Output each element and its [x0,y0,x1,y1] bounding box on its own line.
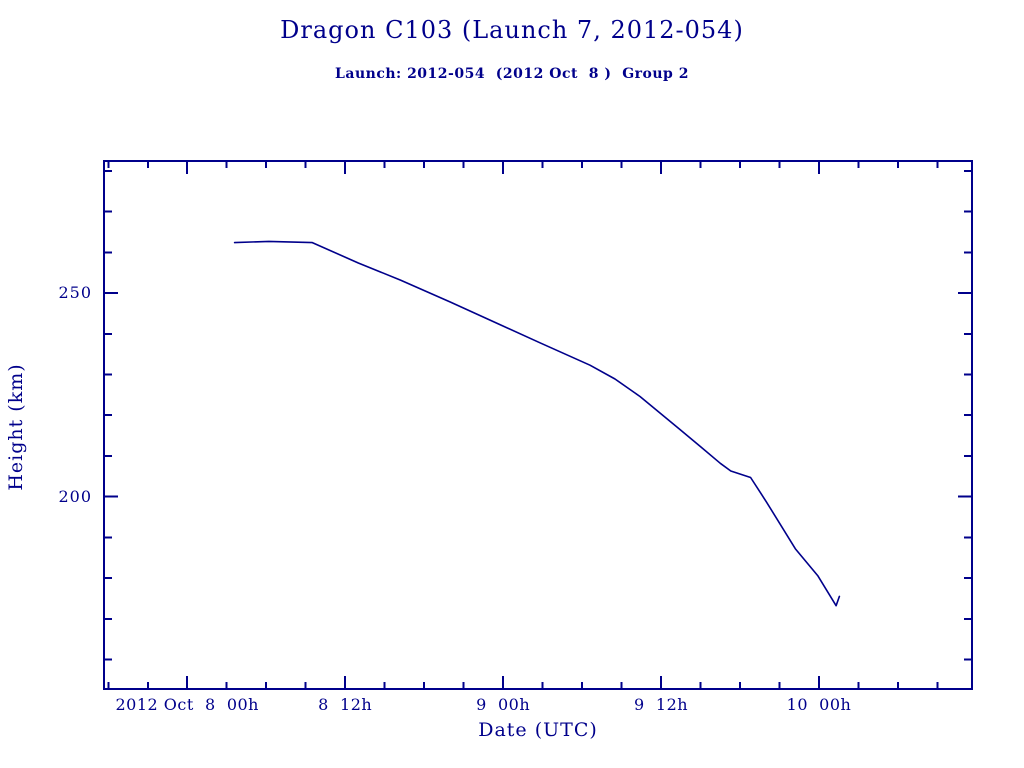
chart-subtitle: Launch: 2012-054 (2012 Oct 8 ) Group 2 [335,66,689,82]
y-tick-label: 250 [58,283,92,303]
y-axis-title: Height (km) [5,363,27,491]
x-tick-label: 9 12h [634,695,689,714]
height-decay-line [233,240,841,607]
plot-frame [103,160,973,690]
chart-title: Dragon C103 (Launch 7, 2012-054) [280,16,744,44]
plot-area [103,160,973,690]
x-tick-label: 10 00h [786,695,852,714]
y-tick-label: 200 [58,486,92,506]
x-axis-title: Date (UTC) [478,719,598,741]
x-tick-label: 9 00h [476,695,531,714]
x-tick-label: 8 12h [318,695,373,714]
x-tick-label: 2012 Oct 8 00h [115,695,259,714]
